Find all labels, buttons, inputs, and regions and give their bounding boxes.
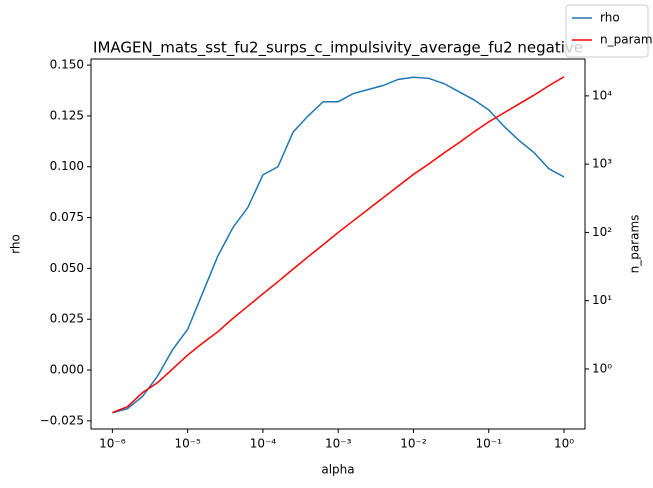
y-tick-label: 0.025: [50, 312, 84, 326]
y2-tick-label: 10⁴: [592, 88, 612, 102]
y2-tick-label: 10²: [592, 225, 612, 239]
x-tick-label: 10⁻²: [400, 437, 427, 451]
y-tick-label: −0.025: [40, 413, 84, 427]
x-tick-label: 10⁻¹: [476, 437, 503, 451]
y-tick-label: 0.075: [50, 210, 84, 224]
y-tick-label: 0.100: [50, 159, 84, 173]
x-axis-label: alpha: [321, 463, 354, 477]
x-tick-label: 10⁰: [554, 437, 574, 451]
y2-tick-label: 10¹: [592, 293, 612, 307]
line-series: [112, 76, 565, 414]
y-tick-label: 0.125: [50, 108, 84, 122]
y2-axis-label: n_params: [628, 215, 642, 274]
legend-label: rho: [600, 11, 620, 25]
x-tick-label: 10⁻⁵: [174, 437, 201, 451]
x-tick-label: 10⁻⁶: [99, 437, 126, 451]
legend-label: n_params: [600, 33, 653, 47]
line-series: [112, 76, 565, 414]
chart-title: IMAGEN_mats_sst_fu2_surps_c_impulsivity_…: [93, 39, 583, 58]
y-axis-label: rho: [9, 234, 23, 254]
x-tick-label: 10⁻⁴: [250, 437, 277, 451]
y-tick-label: 0.000: [50, 363, 84, 377]
x-tick-label: 10⁻³: [325, 437, 352, 451]
y-tick-label: 0.150: [50, 58, 84, 72]
y2-tick-label: 10³: [592, 157, 612, 171]
y-tick-label: 0.050: [50, 261, 84, 275]
y2-tick-label: 10⁰: [592, 361, 612, 375]
